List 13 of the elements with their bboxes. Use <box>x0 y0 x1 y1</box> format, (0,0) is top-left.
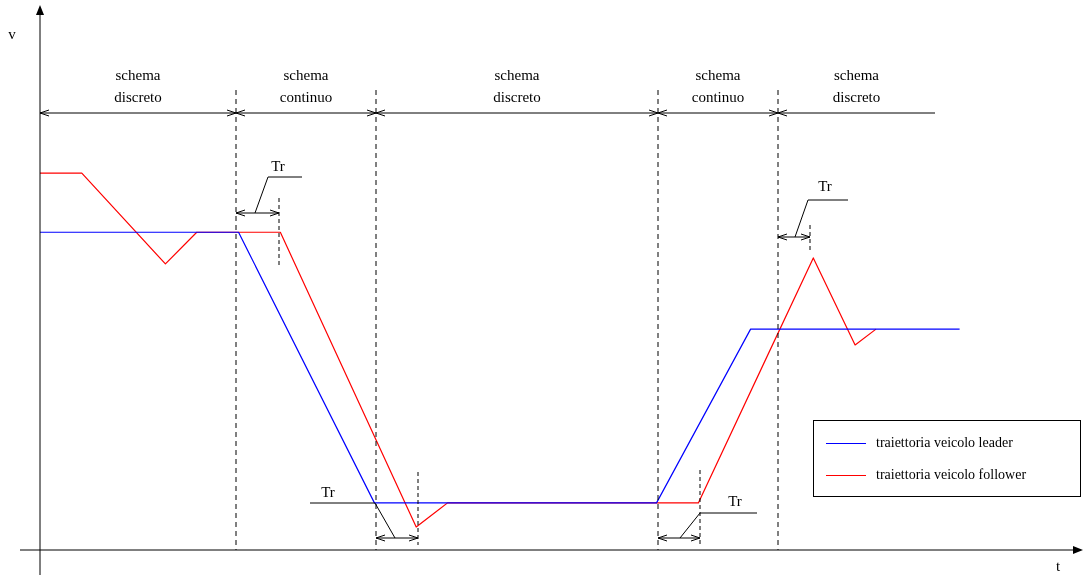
text: schema discreto <box>832 66 881 107</box>
annotation: Tr <box>321 483 335 502</box>
legend-label: traiettoria veicolo leader <box>876 435 1013 451</box>
text: schema discreto <box>493 66 541 107</box>
x-axis-title: t <box>1055 557 1061 575</box>
text: schema continuo <box>279 66 333 107</box>
annotation: Tr <box>728 492 742 511</box>
text: schema discreto <box>114 66 162 107</box>
text: schema continuo <box>691 66 745 107</box>
text: v <box>8 25 16 44</box>
annotation: Tr <box>818 177 832 196</box>
annotation: Tr <box>271 157 285 176</box>
legend-label: traiettoria veicolo follower <box>876 467 1027 483</box>
